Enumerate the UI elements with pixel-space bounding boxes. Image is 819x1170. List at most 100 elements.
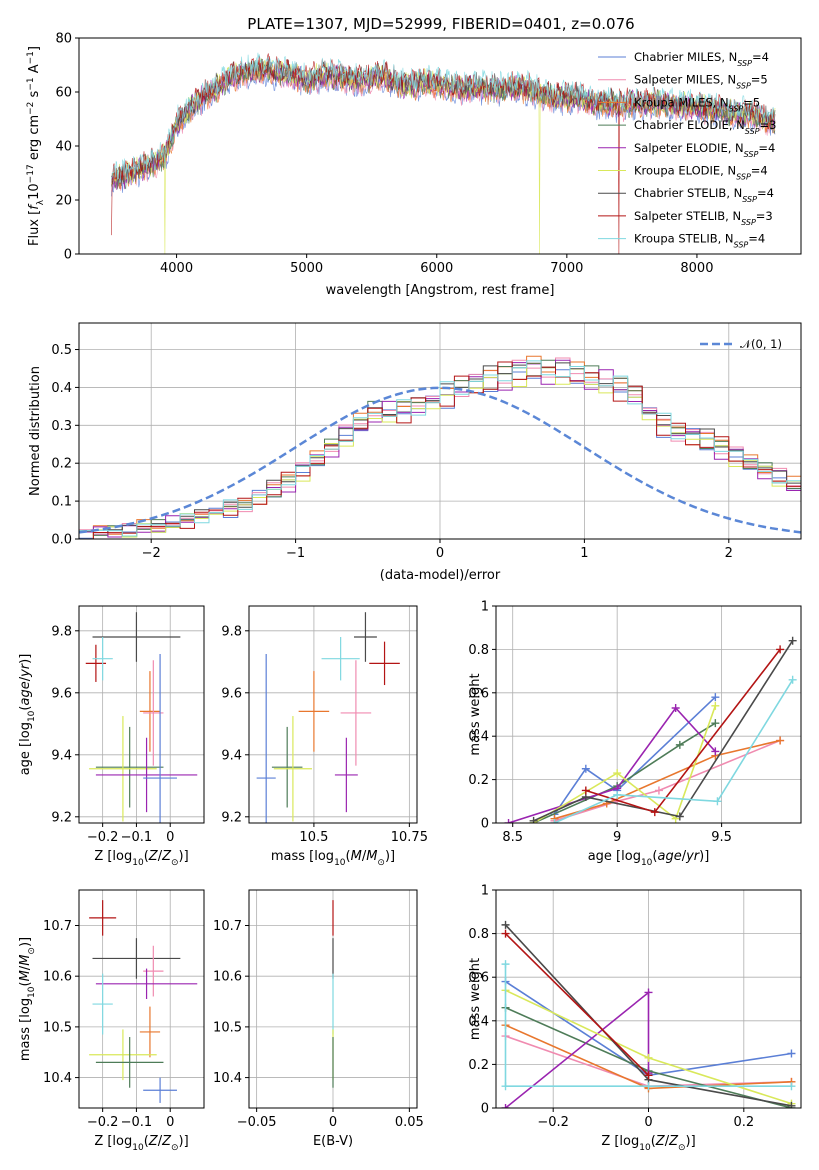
y-tick-label: 40	[55, 140, 72, 155]
axes-frame	[495, 889, 802, 1109]
x-tick-label: −0.2	[537, 1115, 569, 1130]
legend-label-chabrier-elodie: Chabrier ELODIE, NSSP=3	[634, 118, 776, 136]
legend-label-kroupa-stelib: Kroupa STELIB, NSSP=4	[634, 232, 765, 250]
x-tick-label: 1	[580, 546, 588, 561]
axes-frame	[495, 605, 802, 824]
series-line	[504, 990, 650, 1108]
data-marker	[711, 701, 720, 710]
data-marker	[788, 636, 797, 645]
figure-title: PLATE=1307, MJD=52999, FIBERID=0401, z=0…	[247, 15, 634, 33]
data-marker	[504, 819, 513, 823]
y-tick-label: 0.6	[468, 686, 489, 701]
series-line	[504, 964, 792, 1087]
panel-spectrum: 4000 5000 6000 7000 8000 0 20 40 60 80 Chabrier MI…	[55, 32, 802, 276]
point-kroupa-miles	[139, 671, 161, 752]
y-tick-label: 20	[55, 194, 72, 209]
point-chabrier-miles	[256, 654, 276, 823]
axes-frame	[78, 889, 205, 1109]
y-axis-label: age [log10(age/yr)]	[18, 654, 37, 776]
data-marker	[501, 1082, 510, 1091]
x-tick-label: 9	[613, 830, 621, 845]
x-axis-label: wavelength [Angstrom, rest frame]	[326, 283, 555, 298]
data-marker	[654, 786, 663, 795]
point-salpeter-elodie	[334, 737, 358, 813]
y-tick-label: 10.4	[213, 1071, 242, 1086]
y-tick-label: 1	[481, 884, 489, 899]
panel-weight_vs_z: −0.2 0 0.2 0 0.2 0.4 0.6 0.8 1	[468, 884, 802, 1130]
point-kroupa-stelib	[92, 973, 113, 1035]
data-marker	[501, 920, 510, 929]
y-tick-label: 0.3	[51, 419, 72, 434]
x-tick-label: −1	[286, 546, 305, 561]
data-marker	[675, 812, 684, 821]
point-kroupa-miles	[139, 1006, 161, 1058]
spectrum-line-salpeter-stelib	[111, 53, 776, 254]
point-salpeter-elodie	[95, 737, 198, 813]
y-axis-label: Flux [fλ10−17 erg cm−2 s−1 A−1]	[26, 46, 46, 246]
data-marker	[711, 693, 720, 702]
y-tick-label: 1	[481, 600, 489, 615]
plot-area	[504, 636, 797, 823]
y-axis-label: mass weight	[468, 958, 483, 1040]
spectrum-legend: Chabrier MILES, NSSP=4 Salpeter MILES, NS…	[598, 50, 776, 249]
legend-label-chabrier-stelib: Chabrier STELIB, NSSP=4	[634, 186, 774, 204]
series-line	[553, 696, 716, 815]
y-tick-label: 0.6	[468, 971, 489, 986]
y-tick-label: 0	[481, 1102, 489, 1117]
point-salpeter-elodie	[95, 968, 198, 999]
legend-label-kroupa-miles: Kroupa MILES, NSSP=5	[634, 95, 760, 113]
histogram-chabrier-miles	[79, 367, 801, 539]
y-tick-label: 9.2	[51, 810, 72, 825]
point-kroupa-stelib	[92, 637, 113, 681]
y-tick-label: 9.6	[51, 686, 72, 701]
data-marker	[788, 675, 797, 684]
y-tick-label: 10.5	[43, 1020, 72, 1035]
plot-area	[256, 612, 400, 823]
plot-area	[89, 900, 198, 1103]
x-tick-label: 4000	[160, 261, 193, 276]
histogram-kroupa-elodie	[79, 363, 801, 539]
point-salpeter-stelib	[369, 641, 400, 686]
y-tick-label: 9.4	[51, 748, 72, 763]
point-chabrier-stelib	[92, 938, 181, 979]
x-axis-label: (data-model)/error	[380, 568, 501, 583]
x-tick-label: 0	[166, 830, 174, 845]
data-marker	[613, 790, 622, 799]
data-marker	[613, 769, 622, 778]
y-tick-label: 0.8	[468, 927, 489, 942]
data-marker	[550, 819, 559, 823]
y-tick-label: 0.2	[468, 773, 489, 788]
x-tick-label: −0.2	[87, 1115, 119, 1130]
residuals-legend: 𝒩(0, 1)	[700, 337, 782, 351]
axes-frame	[248, 605, 418, 824]
y-tick-label: 0	[481, 817, 489, 832]
point-kroupa-elodie	[89, 716, 157, 822]
histogram-salpeter-miles	[79, 357, 801, 535]
data-marker	[644, 988, 653, 997]
x-axis-label: Z [log10(Z/Z⊙)]	[601, 1134, 695, 1153]
axes-frame	[78, 605, 205, 824]
series-line	[504, 933, 650, 1076]
x-tick-label: 0	[329, 1115, 337, 1130]
y-tick-label: 9.8	[51, 624, 72, 639]
y-tick-label: 0.1	[51, 495, 72, 510]
data-marker	[711, 747, 720, 756]
plot-area	[79, 355, 801, 539]
x-tick-label: −0.2	[87, 830, 119, 845]
series-chabrier-stelib	[501, 920, 796, 1108]
series-line	[508, 706, 716, 823]
y-tick-label: 10.4	[43, 1071, 72, 1086]
plot-area	[501, 920, 796, 1108]
data-marker	[711, 719, 720, 728]
y-tick-label: 0.4	[51, 381, 72, 396]
x-tick-label: 0	[166, 1115, 174, 1130]
legend-label-salpeter-miles: Salpeter MILES, NSSP=5	[634, 73, 768, 91]
data-marker	[650, 808, 659, 817]
x-tick-label: 10.5	[299, 830, 328, 845]
panel-weight_vs_age: 8.5 9 9.5 0 0.2 0.4 0.6 0.8 1	[468, 600, 802, 845]
data-marker	[644, 1053, 653, 1062]
x-tick-label: −2	[142, 546, 161, 561]
data-marker	[501, 929, 510, 938]
series-kroupa-stelib	[501, 960, 796, 1091]
y-tick-label: 10.7	[213, 919, 242, 934]
